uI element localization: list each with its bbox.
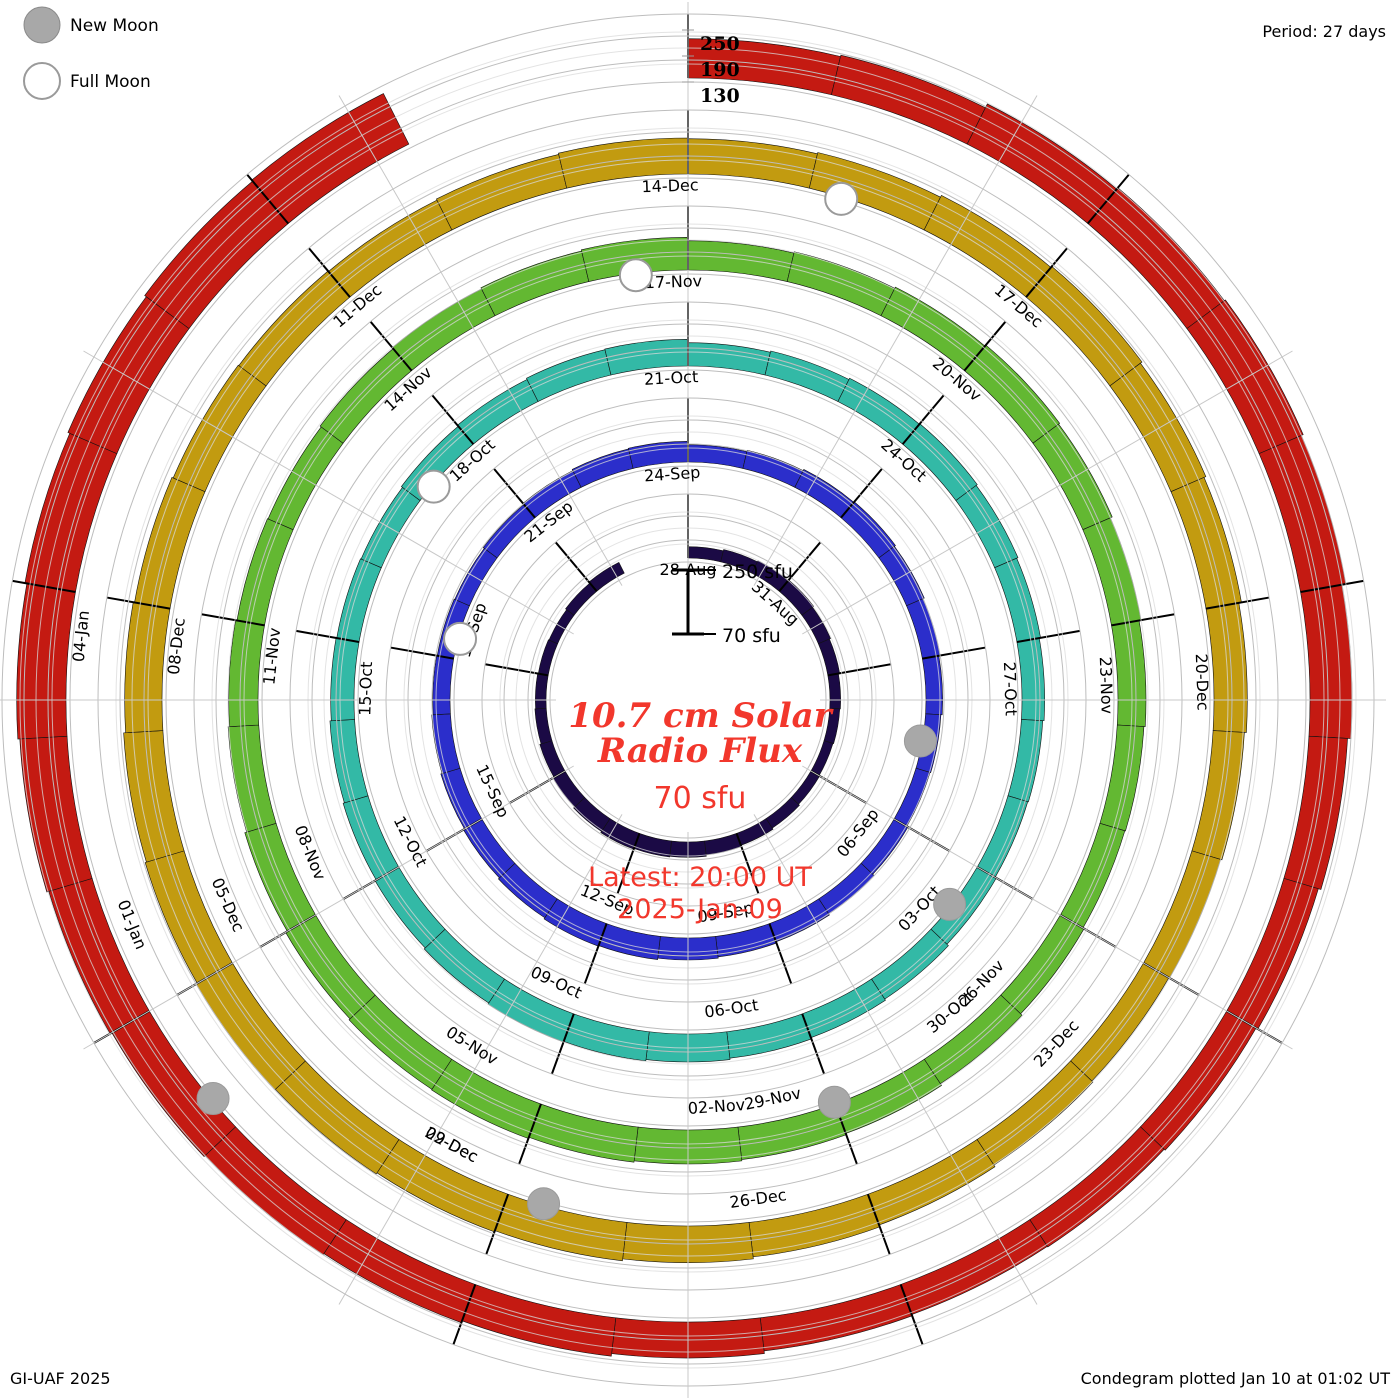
ring-date-label: 05-Dec [208, 875, 249, 935]
ring-date-label: 21-Oct [644, 367, 699, 389]
full-moon-legend-label: Full Moon [70, 72, 151, 92]
credit-left: GI-UAF 2025 [10, 1369, 111, 1388]
latest-time: Latest: 20:00 UT [588, 862, 812, 893]
radial-axis-ticks: 250 190 130 [700, 33, 740, 107]
radial-tick-250: 250 [700, 33, 740, 55]
radial-tick-190: 190 [700, 59, 740, 81]
new-moon-marker-icon [817, 1085, 851, 1119]
scale-bar-top-label: 250 sfu [722, 561, 793, 583]
new-moon-swatch-icon [23, 6, 61, 44]
ring-date-label: 17-Nov [644, 271, 702, 292]
chart-title-line1: 10.7 cm Solar [568, 696, 833, 736]
credit-right: Condegram plotted Jan 10 at 01:02 UT [1080, 1369, 1390, 1388]
chart-title-line2: Radio Flux [597, 731, 803, 771]
scale-bar-bottom-label: 70 sfu [722, 625, 781, 647]
ring-date-label: 14-Dec [641, 175, 699, 196]
current-value: 70 sfu [654, 781, 747, 816]
full-moon-marker-icon [824, 181, 859, 216]
new-moon-marker-icon [903, 724, 937, 758]
new-moon-marker-icon [933, 887, 967, 921]
ring-date-label: 08-Nov [291, 823, 330, 883]
full-moon-marker-icon [618, 258, 653, 293]
ring-date-label: 12-Oct [390, 813, 432, 870]
full-moon-marker-icon [443, 621, 478, 656]
ring-date-label: 08-Dec [164, 617, 189, 676]
ring-date-label: 09-Oct [528, 962, 585, 1002]
ring-date-label: 01-Jan [114, 897, 151, 952]
full-moon-marker-icon [416, 469, 451, 504]
latest-date: 2025-Jan-09 [617, 894, 783, 925]
ring-date-label: 24-Sep [643, 463, 700, 486]
new-moon-legend-label: New Moon [70, 16, 159, 36]
ring-date-label: 20-Dec [1192, 653, 1213, 711]
new-moon-marker-icon [527, 1187, 561, 1221]
legend: New Moon Full Moon [23, 6, 159, 100]
ring-date-label: 29-Nov [743, 1083, 803, 1114]
moon-markers-layer [196, 181, 967, 1221]
ring-date-label: 04-Jan [69, 609, 93, 662]
ring-date-label: 06-Oct [703, 995, 759, 1021]
ring-date-label: 23-Nov [1096, 656, 1117, 714]
ring-date-label: 02-Nov [687, 1095, 746, 1118]
ring-date-label: 27-Oct [1000, 661, 1021, 716]
full-moon-swatch-icon [23, 62, 61, 100]
radial-tick-130: 130 [700, 85, 740, 107]
new-moon-marker-icon [196, 1082, 230, 1116]
ring-date-label: 15-Sep [472, 762, 513, 821]
scale-bar [672, 568, 716, 636]
period-label: Period: 27 days [1262, 22, 1386, 41]
ring-date-label: 26-Dec [728, 1185, 787, 1212]
ring-date-label: 15-Oct [355, 661, 376, 716]
